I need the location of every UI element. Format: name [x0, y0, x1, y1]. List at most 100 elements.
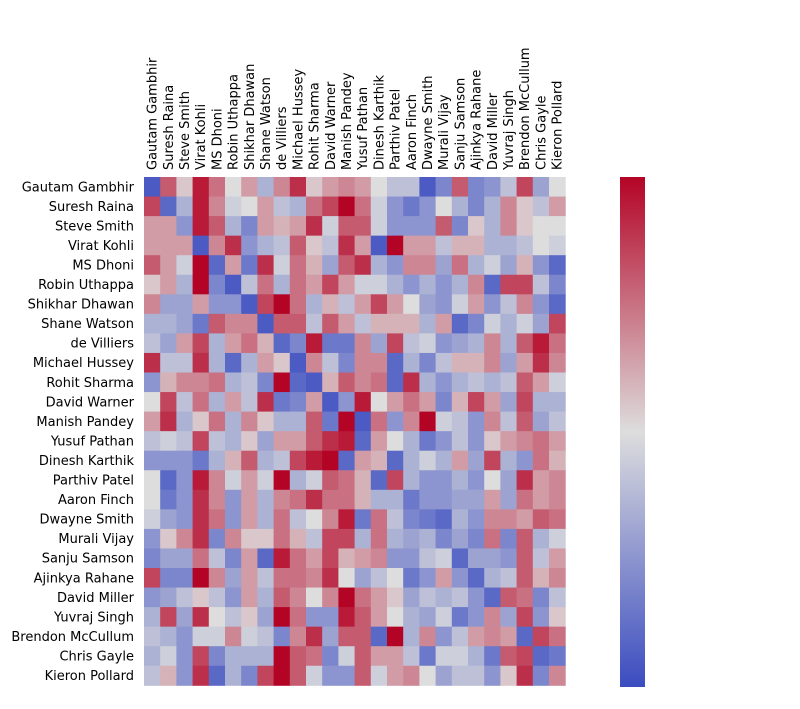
- y-tick-label: Shikhar Dhawan: [28, 298, 134, 313]
- heatmap-cell: [354, 372, 372, 393]
- heatmap-cell: [257, 196, 275, 217]
- heatmap-cell: [176, 372, 194, 393]
- heatmap-cell: [532, 235, 550, 256]
- heatmap-cell: [370, 587, 388, 608]
- heatmap-cell: [241, 587, 258, 608]
- heatmap-cell: [322, 568, 339, 589]
- heatmap-cell: [451, 333, 469, 354]
- heatmap-cell: [160, 450, 177, 471]
- heatmap-cell: [208, 177, 226, 198]
- heatmap-cell: [451, 372, 469, 393]
- heatmap-cell: [532, 216, 550, 237]
- heatmap-cell: [549, 235, 566, 256]
- heatmap-cell: [257, 568, 275, 589]
- heatmap-cell: [257, 646, 275, 667]
- heatmap-cell: [403, 665, 420, 686]
- heatmap-cell: [176, 196, 194, 217]
- heatmap-cell: [354, 607, 372, 628]
- heatmap-cell: [208, 450, 226, 471]
- heatmap-cell: [516, 255, 534, 276]
- heatmap-cell: [176, 255, 194, 276]
- heatmap-cell: [484, 431, 501, 452]
- heatmap-cell: [387, 411, 404, 432]
- heatmap-cell: [306, 372, 323, 393]
- heatmap-cell: [435, 646, 453, 667]
- heatmap-cell: [549, 489, 566, 510]
- heatmap-cell: [549, 274, 566, 295]
- heatmap-cell: [419, 411, 437, 432]
- heatmap-cell: [532, 177, 550, 198]
- heatmap-cell: [419, 509, 437, 530]
- heatmap-cell: [241, 509, 258, 530]
- x-tick-label: Sanju Samson: [453, 78, 468, 170]
- heatmap-cell: [289, 450, 307, 471]
- heatmap-cell: [241, 568, 258, 589]
- heatmap-cell: [144, 313, 161, 334]
- heatmap-cell: [419, 333, 437, 354]
- heatmap-cell: [370, 313, 388, 334]
- heatmap-cell: [225, 177, 242, 198]
- y-tick-labels: Gautam Gambhir Suresh Raina Steve Smith Vir…: [11, 180, 134, 684]
- heatmap-cell: [208, 411, 226, 432]
- heatmap-cell: [532, 294, 550, 315]
- heatmap-cell: [468, 431, 485, 452]
- heatmap-cell: [273, 548, 291, 569]
- heatmap-cell: [484, 294, 501, 315]
- heatmap-cell: [516, 372, 534, 393]
- heatmap-cell: [516, 274, 534, 295]
- y-tick-label: Suresh Raina: [49, 200, 134, 215]
- heatmap-cell: [257, 255, 275, 276]
- heatmap-cell: [306, 352, 323, 373]
- heatmap-cell: [500, 255, 518, 276]
- heatmap-cell: [484, 646, 501, 667]
- y-tick-label: de Villiers: [70, 337, 134, 352]
- heatmap-cell: [322, 294, 339, 315]
- heatmap-cell: [192, 177, 210, 198]
- heatmap-cell: [257, 509, 275, 530]
- heatmap-cell: [403, 431, 420, 452]
- heatmap-cell: [435, 548, 453, 569]
- heatmap-cell: [322, 352, 339, 373]
- heatmap-cell: [435, 607, 453, 628]
- heatmap-cell: [289, 255, 307, 276]
- heatmap-cell: [322, 372, 339, 393]
- heatmap-cell: [500, 313, 518, 334]
- heatmap-cell: [273, 235, 291, 256]
- heatmap-cell: [176, 431, 194, 452]
- heatmap-cell: [241, 470, 258, 491]
- heatmap-cell: [289, 607, 307, 628]
- heatmap-cell: [273, 411, 291, 432]
- heatmap-cell: [241, 431, 258, 452]
- heatmap-cell: [176, 509, 194, 530]
- heatmap-cell: [289, 587, 307, 608]
- heatmap-cell: [484, 470, 501, 491]
- heatmap-cell: [370, 333, 388, 354]
- heatmap-cell: [322, 626, 339, 647]
- heatmap-cell: [160, 392, 177, 413]
- heatmap-cell: [322, 548, 339, 569]
- heatmap-cell: [419, 294, 437, 315]
- heatmap-cell: [322, 216, 339, 237]
- heatmap-cell: [192, 509, 210, 530]
- heatmap-cell: [322, 196, 339, 217]
- heatmap-cell: [208, 235, 226, 256]
- heatmap-cell: [273, 177, 291, 198]
- heatmap-cell: [257, 450, 275, 471]
- heatmap-cell: [484, 235, 501, 256]
- heatmap-cell: [273, 528, 291, 549]
- heatmap-cell: [306, 274, 323, 295]
- heatmap-cell: [289, 313, 307, 334]
- y-tick-label: Sanju Samson: [42, 552, 134, 567]
- heatmap-cell: [289, 528, 307, 549]
- heatmap-cell: [225, 568, 242, 589]
- heatmap-cell: [532, 568, 550, 589]
- heatmap-cell: [225, 235, 242, 256]
- heatmap-cell: [549, 450, 566, 471]
- heatmap-cell: [549, 196, 566, 217]
- heatmap-cell: [500, 216, 518, 237]
- heatmap-cell: [354, 646, 372, 667]
- heatmap-cell: [403, 235, 420, 256]
- x-tick-label: Virat Kohli: [194, 104, 209, 170]
- heatmap-cell: [484, 587, 501, 608]
- heatmap-cell: [468, 450, 485, 471]
